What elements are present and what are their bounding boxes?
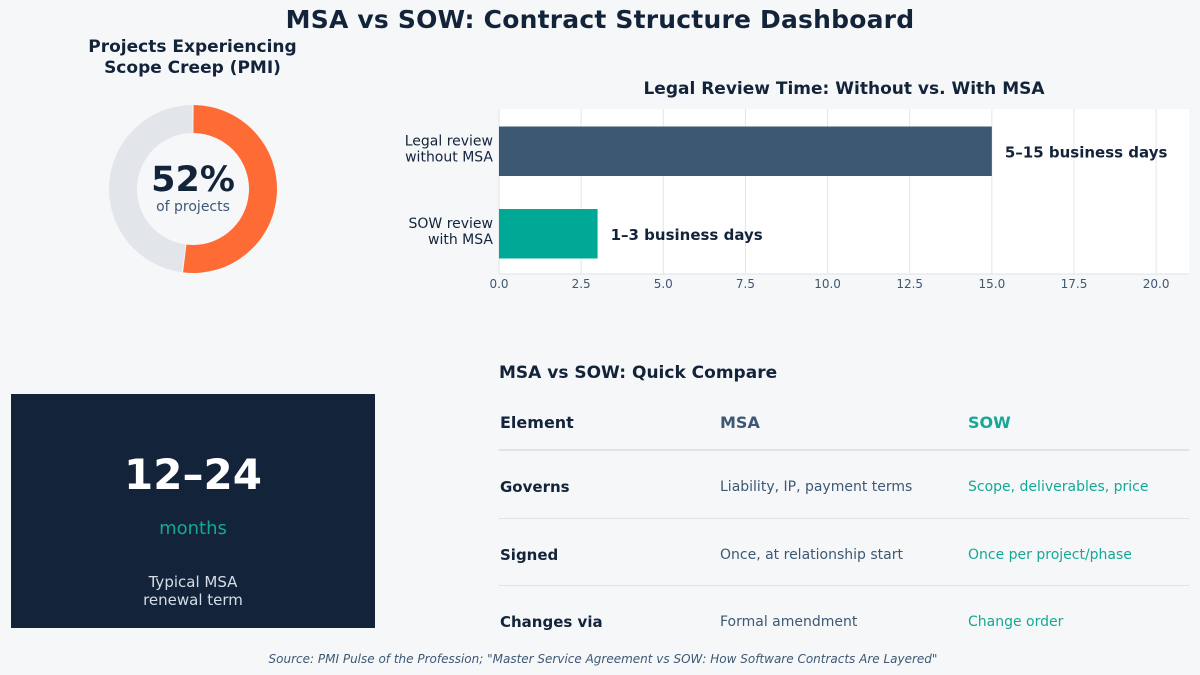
table-row: Changes via Formal amendment Change orde… (499, 586, 1189, 653)
scope-creep-donut (109, 105, 277, 273)
bar-chart-title: Legal Review Time: Without vs. With MSA (643, 79, 1045, 99)
bar-value-label: 5–15 business days (1005, 143, 1168, 161)
bar-1 (499, 209, 598, 259)
header-element: Element (500, 413, 574, 432)
x-tick-label: 15.0 (978, 277, 1005, 291)
row-element: Changes via (500, 613, 603, 631)
x-tick-label: 2.5 (572, 277, 591, 291)
row-element: Governs (500, 478, 570, 496)
x-tick-label: 20.0 (1143, 277, 1170, 291)
legal-review-bar-chart: Legal Review Time: Without vs. With MSA 0… (405, 79, 1189, 291)
x-tick-label: 17.5 (1061, 277, 1088, 291)
row-msa: Once, at relationship start (720, 546, 903, 563)
header-sow: SOW (968, 413, 1011, 432)
dashboard-title: MSA vs SOW: Contract Structure Dashboard (285, 5, 915, 34)
row-element: Signed (500, 545, 559, 564)
x-tick-label: 5.0 (654, 277, 673, 291)
scope-creep-caption: of projects (156, 199, 230, 215)
msa-renewal-kpi-card: 12–24 months Typical MSA renewal term (11, 394, 375, 628)
scope-creep-title: Projects Experiencing Scope Creep (PMI) (40, 37, 345, 79)
x-tick-label: 10.0 (814, 277, 841, 291)
bar-value-label: 1–3 business days (611, 226, 763, 244)
scope-creep-title-line1: Projects Experiencing (88, 37, 297, 57)
kpi-unit: months (159, 518, 227, 539)
kpi-label: Typical MSA renewal term (11, 573, 375, 609)
y-tick-label: without MSA (405, 149, 493, 165)
y-tick-label: Legal review (405, 133, 493, 149)
x-tick-label: 7.5 (736, 277, 755, 291)
row-msa: Liability, IP, payment terms (720, 479, 913, 495)
table-row: Governs Liability, IP, payment terms Sco… (499, 451, 1189, 519)
scope-creep-value: 52% (151, 160, 235, 200)
row-sow: Once per project/phase (968, 546, 1132, 563)
row-sow: Scope, deliverables, price (968, 479, 1149, 495)
scope-creep-title-line2: Scope Creep (PMI) (104, 58, 281, 78)
row-sow: Change order (968, 614, 1064, 630)
bar-0 (499, 126, 992, 176)
source-note: Source: PMI Pulse of the Profession; "Ma… (268, 652, 938, 666)
x-tick-label: 12.5 (896, 277, 923, 291)
y-tick-label: SOW review (409, 216, 494, 232)
compare-header-row: Element MSA SOW (499, 404, 1189, 451)
y-tick-label: with MSA (428, 232, 493, 248)
row-msa: Formal amendment (720, 614, 858, 630)
donut-slice-0 (183, 105, 277, 273)
x-tick-label: 0.0 (489, 277, 508, 291)
compare-title: MSA vs SOW: Quick Compare (499, 363, 778, 383)
table-row: Signed Once, at relationship start Once … (499, 519, 1189, 586)
kpi-value: 12–24 (124, 450, 262, 499)
kpi-label-line1: Typical MSA (148, 573, 238, 591)
compare-table: Element MSA SOW Governs Liability, IP, p… (499, 404, 1189, 653)
header-msa: MSA (720, 413, 760, 432)
kpi-label-line2: renewal term (143, 591, 243, 609)
donut-slice-1 (109, 105, 193, 273)
